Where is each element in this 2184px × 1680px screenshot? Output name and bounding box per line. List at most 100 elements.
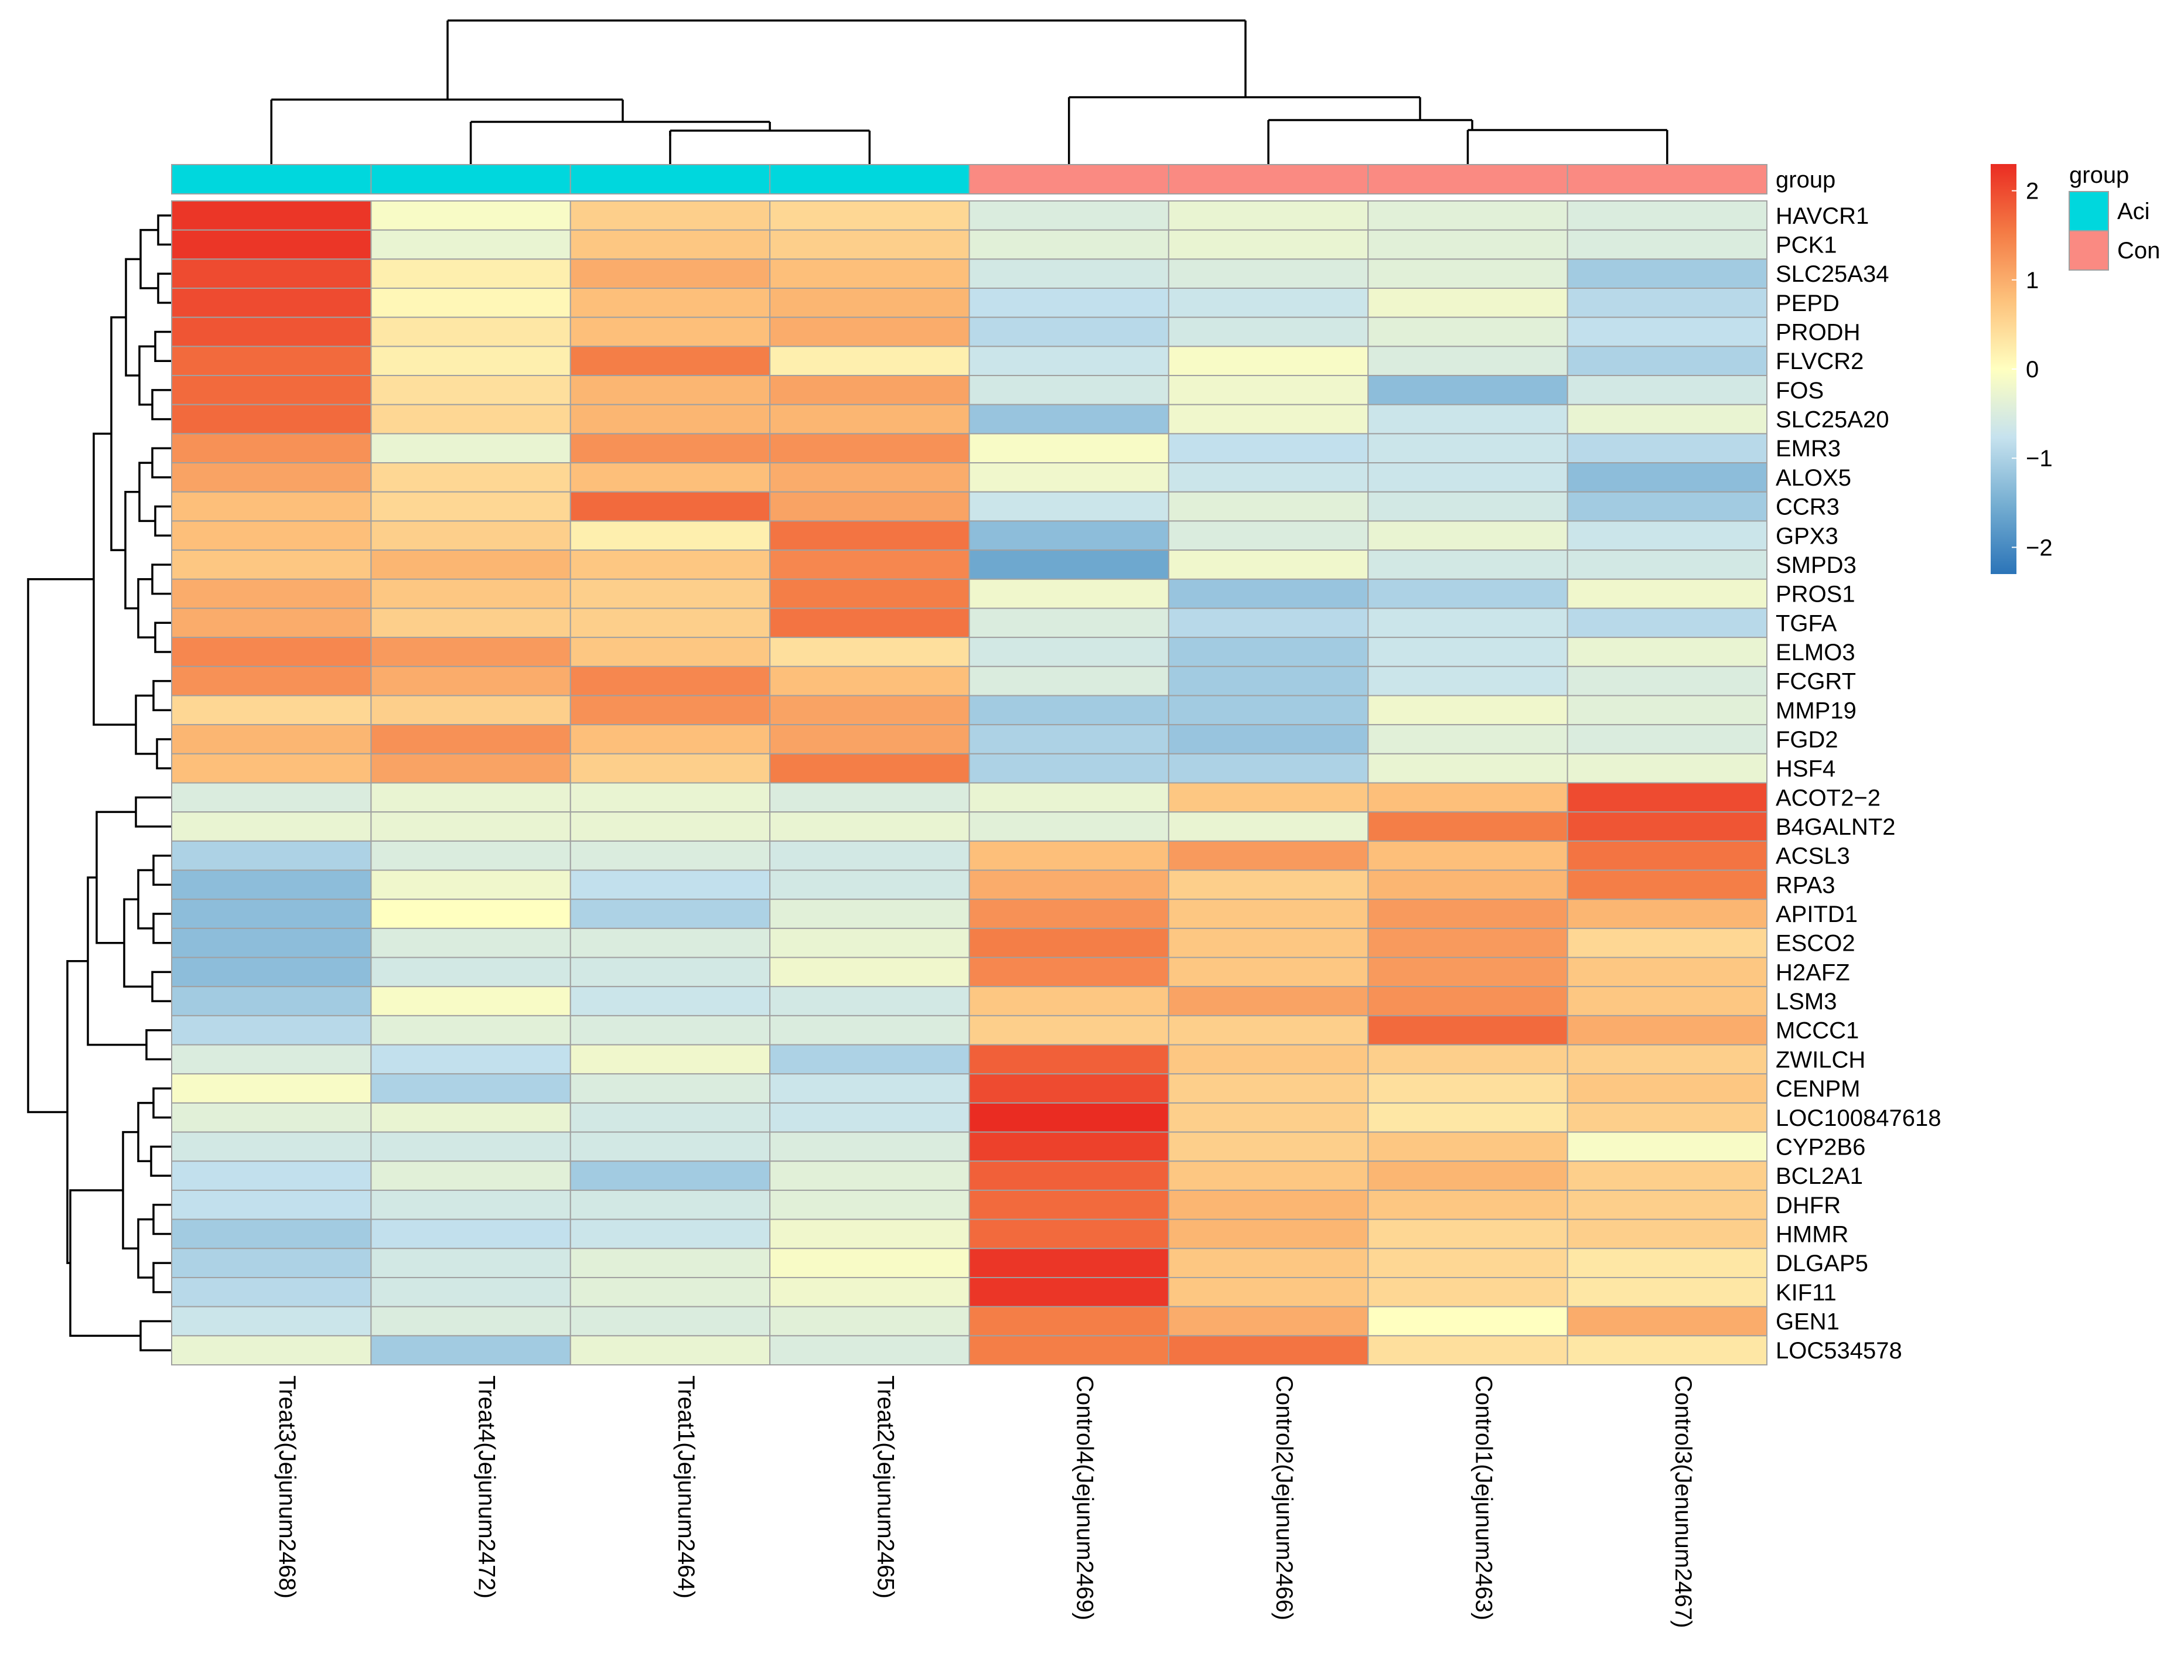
heatmap-cell xyxy=(370,1160,571,1191)
heatmap-cell xyxy=(1367,1306,1568,1337)
heatmap-cell xyxy=(769,346,970,377)
gene-label: HAVCR1 xyxy=(1776,203,1869,229)
heatmap-cell xyxy=(968,229,1169,260)
heatmap-cell xyxy=(1168,695,1369,726)
group-legend: group Aci Con xyxy=(2069,162,2160,271)
heatmap-cell xyxy=(569,1248,771,1278)
dendrogram-branch xyxy=(139,228,158,289)
heatmap-cell xyxy=(1367,899,1568,929)
heatmap-cell xyxy=(1567,288,1767,318)
heatmap-cell xyxy=(968,1335,1169,1365)
heatmap-cell xyxy=(1367,753,1568,784)
heatmap-cell xyxy=(171,869,372,900)
gene-label: CCR3 xyxy=(1776,494,1840,520)
heatmap-cell xyxy=(968,1044,1169,1075)
gene-label: FGD2 xyxy=(1776,727,1838,753)
heatmap-cell xyxy=(569,1218,771,1249)
dendrogram-branch xyxy=(151,389,172,421)
heatmap-cell xyxy=(1567,927,1767,958)
heatmap-cell xyxy=(171,1189,372,1220)
sample-label: Control2(Jejunum2466) xyxy=(1271,1375,1297,1620)
heatmap-cell xyxy=(1168,840,1369,871)
group-legend-swatch xyxy=(2069,230,2109,271)
annotation-cell-3 xyxy=(569,164,771,194)
heatmap-cell xyxy=(171,957,372,988)
heatmap-cell xyxy=(1168,1248,1369,1278)
sample-labels: Treat3(Jejunum2468) Treat4(Jejunum2472) Tr… xyxy=(274,1375,1696,1628)
heatmap-cell xyxy=(370,1335,571,1365)
dendrogram-branch xyxy=(110,316,126,551)
heatmap-cell xyxy=(769,200,970,231)
heatmap-cell xyxy=(171,607,372,638)
heatmap-cell xyxy=(769,375,970,405)
heatmap-cell xyxy=(769,1160,970,1191)
gene-label: LSM3 xyxy=(1776,989,1837,1015)
heatmap-cell xyxy=(569,258,771,289)
heatmap-cell xyxy=(769,811,970,842)
heatmap-cell xyxy=(1367,346,1568,377)
heatmap-cell xyxy=(769,607,970,638)
heatmap-cell xyxy=(171,811,372,842)
heatmap-cell xyxy=(1168,404,1369,435)
heatmap-cell xyxy=(1367,316,1568,347)
heatmap-cell xyxy=(370,753,571,784)
heatmap-cell xyxy=(1168,288,1369,318)
heatmap-cell xyxy=(1567,724,1767,754)
heatmap-cell xyxy=(171,462,372,493)
heatmap-cell xyxy=(370,462,571,493)
dendrogram-branch xyxy=(152,1262,172,1293)
heatmap-cell xyxy=(1367,1073,1568,1104)
heatmap-cell xyxy=(769,1073,970,1104)
heatmap-cell xyxy=(1367,578,1568,609)
heatmap-cell xyxy=(1168,462,1369,493)
heatmap-cell xyxy=(171,753,372,784)
heatmap-cell xyxy=(769,637,970,667)
heatmap-cell xyxy=(569,316,771,347)
heatmap-cell xyxy=(1168,1189,1369,1220)
heatmap-cell xyxy=(569,957,771,988)
dendrogram-branch xyxy=(154,622,172,653)
dendrogram-branch xyxy=(154,505,172,537)
heatmap-cell xyxy=(569,665,771,696)
heatmap-cell xyxy=(171,375,372,405)
group-legend-label: Aci xyxy=(2117,199,2150,224)
heatmap-cell xyxy=(968,1189,1169,1220)
dendrogram-branch xyxy=(137,1218,153,1279)
heatmap-cell xyxy=(1367,869,1568,900)
heatmap-cell xyxy=(968,1218,1169,1249)
heatmap-cell xyxy=(1168,869,1369,900)
heatmap-cell xyxy=(569,404,771,435)
column-dendrogram xyxy=(270,19,1668,165)
heatmap-cell xyxy=(968,1073,1169,1104)
heatmap-cell xyxy=(569,578,771,609)
heatmap-cell xyxy=(769,1015,970,1046)
dendrogram-branch xyxy=(95,811,136,944)
heatmap-cell xyxy=(968,724,1169,754)
heatmap-cell xyxy=(569,288,771,318)
heatmap-cell xyxy=(370,578,571,609)
heatmap-cell xyxy=(968,753,1169,784)
heatmap-cell xyxy=(1168,1073,1369,1104)
heatmap-cell xyxy=(1567,899,1767,929)
heatmap-cell xyxy=(769,549,970,580)
gene-label: SLC25A34 xyxy=(1776,261,1889,287)
heatmap-cell xyxy=(370,1015,571,1046)
heatmap-cell xyxy=(1367,491,1568,522)
color-scale-tick-label: 2 xyxy=(2026,179,2039,204)
gene-label: HSF4 xyxy=(1776,756,1835,782)
heatmap-cell xyxy=(769,578,970,609)
gene-label: SMPD3 xyxy=(1776,552,1857,578)
gene-label: EMR3 xyxy=(1776,436,1841,462)
heatmap-cell xyxy=(370,1073,571,1104)
gene-label: ESCO2 xyxy=(1776,931,1855,957)
heatmap-cell xyxy=(968,607,1169,638)
heatmap-cell xyxy=(968,433,1169,464)
heatmap-cell xyxy=(1567,520,1767,551)
heatmap-cell xyxy=(370,957,571,988)
heatmap-cell xyxy=(769,433,970,464)
heatmap-cell xyxy=(370,1306,571,1337)
heatmap-cell xyxy=(769,288,970,318)
heatmap-cell xyxy=(1168,549,1369,580)
heatmap-cell xyxy=(171,1015,372,1046)
heatmap-cell xyxy=(769,1248,970,1278)
